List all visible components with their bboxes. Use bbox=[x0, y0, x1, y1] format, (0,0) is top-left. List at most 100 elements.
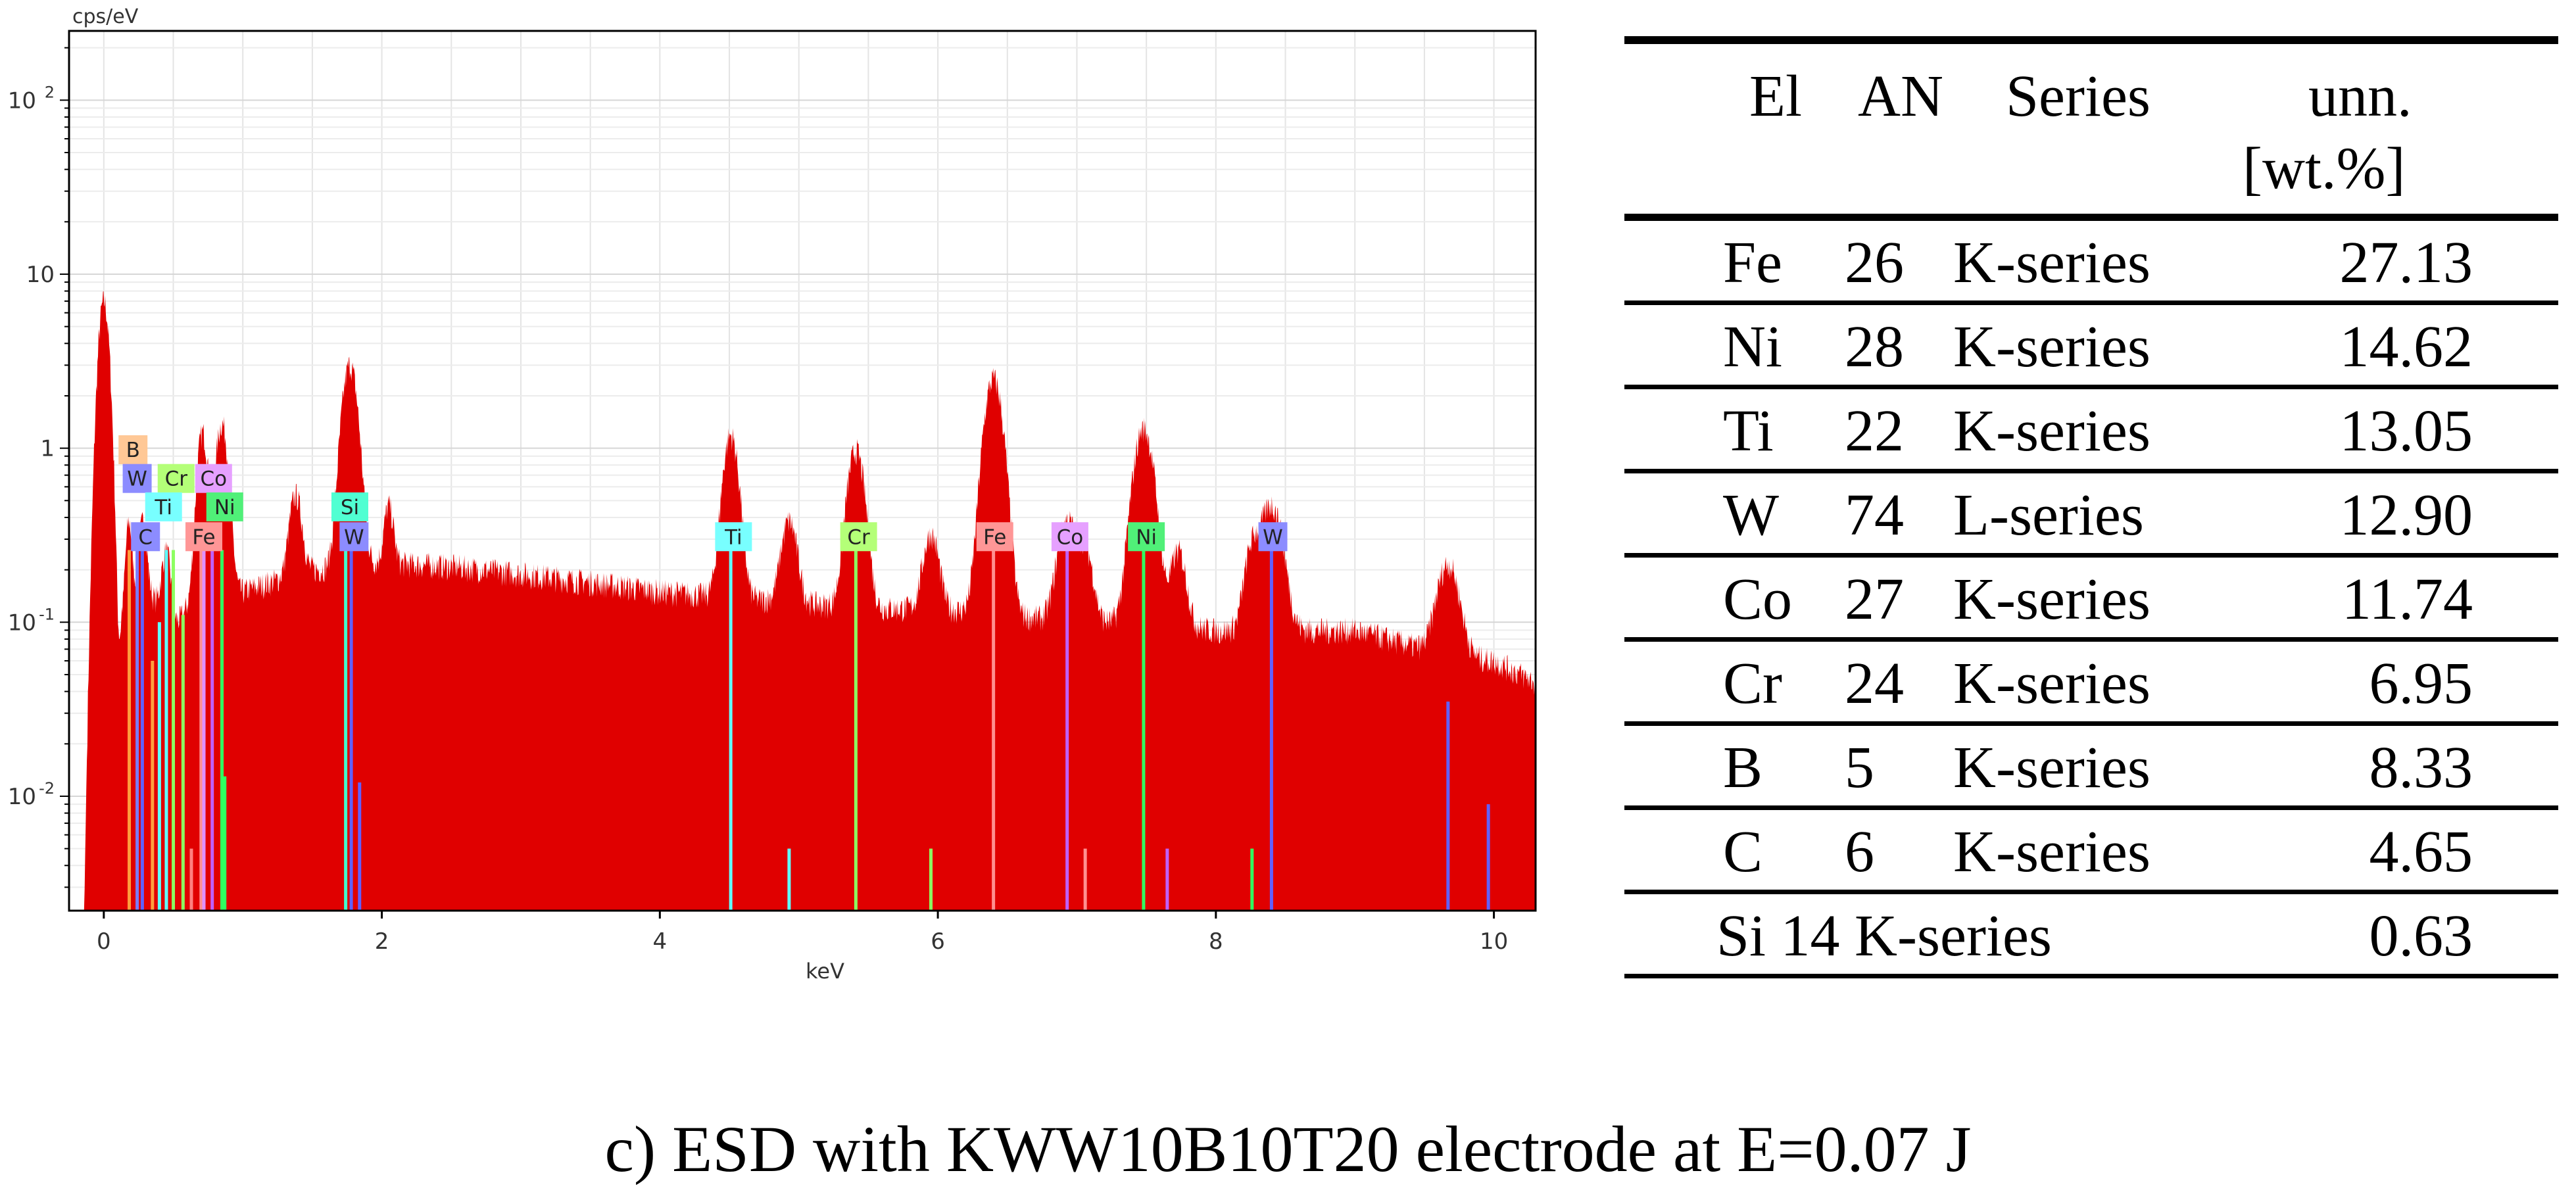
table-row: Cr 24 K-series 6.95 bbox=[1624, 642, 2558, 726]
x-tick-label: 0 bbox=[97, 928, 111, 955]
table-row: W 74 L-series 12.90 bbox=[1624, 473, 2558, 558]
header-unit: [wt.%] bbox=[2243, 136, 2406, 201]
x-tick-label: 2 bbox=[375, 928, 389, 955]
peak-label-box bbox=[131, 522, 160, 552]
spectrum-area bbox=[69, 291, 1536, 911]
peak-label: Co bbox=[1051, 522, 1088, 552]
peak-label-box bbox=[185, 522, 223, 552]
peak-label-box bbox=[122, 464, 152, 493]
peak-label-text: Ti bbox=[154, 496, 172, 519]
last-row-label: Si 14 K-series bbox=[1716, 903, 2052, 969]
row-value: 8.33 bbox=[2369, 735, 2473, 800]
row-series: K-series bbox=[1953, 735, 2151, 800]
row-value: 6.95 bbox=[2369, 651, 2473, 716]
header-unn: unn. bbox=[2308, 64, 2412, 129]
y-tick-label: 10 bbox=[8, 784, 36, 810]
x-tick-label: 10 bbox=[1480, 928, 1508, 955]
peak-label-box bbox=[195, 464, 232, 493]
y-axis-label: cps/eV bbox=[72, 5, 139, 28]
peak-label: Cr bbox=[157, 464, 195, 493]
row-value: 13.05 bbox=[2339, 398, 2473, 464]
table-row: Co 27 K-series 11.74 bbox=[1624, 558, 2558, 642]
peak-label-text: Co bbox=[1057, 525, 1084, 549]
last-row-value: 0.63 bbox=[2369, 903, 2473, 969]
peak-label-text: Cr bbox=[847, 525, 870, 549]
row-value: 27.13 bbox=[2339, 230, 2473, 295]
peak-label-text: W bbox=[1263, 525, 1283, 549]
peak-label-text: W bbox=[344, 525, 364, 549]
row-atomic-number: 5 bbox=[1845, 735, 1874, 800]
row-value: 14.62 bbox=[2339, 314, 2473, 379]
y-tick-label: 1 bbox=[40, 436, 55, 462]
row-atomic-number: 22 bbox=[1845, 398, 1904, 464]
peak-label-box bbox=[206, 492, 243, 521]
row-value: 4.65 bbox=[2369, 819, 2473, 884]
row-element: B bbox=[1723, 735, 1763, 800]
peak-label-box bbox=[1051, 522, 1088, 552]
spectrum-fill-group bbox=[69, 291, 1536, 911]
row-element: C bbox=[1723, 819, 1763, 884]
peak-label-box bbox=[1258, 522, 1288, 552]
y-tick-exponent: -2 bbox=[39, 779, 55, 798]
peak-label: Fe bbox=[185, 522, 223, 552]
peak-label: Ti bbox=[715, 522, 752, 552]
table-row-last: Si 14 K-series 0.63 bbox=[1624, 894, 2558, 978]
peak-label: Si bbox=[331, 492, 368, 521]
y-tick-exponent: 2 bbox=[45, 83, 55, 101]
peak-label-box bbox=[157, 464, 195, 493]
peak-label-text: Fe bbox=[192, 525, 215, 549]
peak-label-box bbox=[715, 522, 752, 552]
peak-label-text: C bbox=[138, 525, 153, 549]
header-series: Series bbox=[2006, 64, 2151, 129]
peak-label: Ni bbox=[1128, 522, 1165, 552]
x-tick-label: 8 bbox=[1209, 928, 1223, 955]
peak-label: Fe bbox=[976, 522, 1013, 552]
row-value: 12.90 bbox=[2339, 483, 2473, 548]
peak-label-text: Ti bbox=[724, 525, 742, 549]
peak-label: Co bbox=[195, 464, 232, 493]
y-tick-label: 10 bbox=[26, 262, 55, 288]
peak-label-text: W bbox=[127, 467, 147, 491]
header-an: AN bbox=[1858, 64, 1943, 129]
peak-label-box bbox=[118, 435, 148, 464]
peak-label-text: Ni bbox=[214, 496, 235, 519]
peak-label-text: Co bbox=[201, 467, 228, 491]
peak-label: W bbox=[122, 464, 152, 493]
row-element: Fe bbox=[1723, 230, 1782, 295]
plot-frame bbox=[68, 30, 1537, 912]
row-series: K-series bbox=[1953, 819, 2151, 884]
row-atomic-number: 24 bbox=[1845, 651, 1904, 716]
peak-label-text: Fe bbox=[983, 525, 1006, 549]
peak-label: C bbox=[131, 522, 160, 552]
peak-label-box bbox=[976, 522, 1013, 552]
x-axis-label: keV bbox=[806, 959, 844, 984]
row-atomic-number: 74 bbox=[1845, 483, 1904, 548]
row-series: K-series bbox=[1953, 230, 2151, 295]
peak-label-text: Cr bbox=[165, 467, 188, 491]
peak-label-text: Ni bbox=[1136, 525, 1157, 549]
row-series: L-series bbox=[1953, 483, 2144, 548]
header-el: El bbox=[1749, 64, 1802, 129]
table-row: C 6 K-series 4.65 bbox=[1624, 810, 2558, 894]
row-element: Cr bbox=[1723, 651, 1782, 716]
row-element: Ni bbox=[1723, 314, 1782, 379]
table-header: El AN Series unn. [wt.%] bbox=[1624, 36, 2558, 221]
table-row: Ti 22 K-series 13.05 bbox=[1624, 389, 2558, 473]
peak-label-box bbox=[331, 492, 368, 521]
x-tick-label: 4 bbox=[653, 928, 668, 955]
peak-label-text: Si bbox=[341, 496, 359, 519]
row-value: 11.74 bbox=[2341, 567, 2473, 632]
row-series: K-series bbox=[1953, 398, 2151, 464]
peak-label: W bbox=[339, 522, 369, 552]
row-series: K-series bbox=[1953, 651, 2151, 716]
y-tick-label: 10 bbox=[8, 610, 36, 636]
x-tick-label: 6 bbox=[931, 928, 945, 955]
peak-label: W bbox=[1258, 522, 1288, 552]
peak-label-box bbox=[339, 522, 369, 552]
table-row: Fe 26 K-series 27.13 bbox=[1624, 221, 2558, 305]
peak-label: Ni bbox=[206, 492, 243, 521]
row-atomic-number: 27 bbox=[1845, 567, 1904, 632]
